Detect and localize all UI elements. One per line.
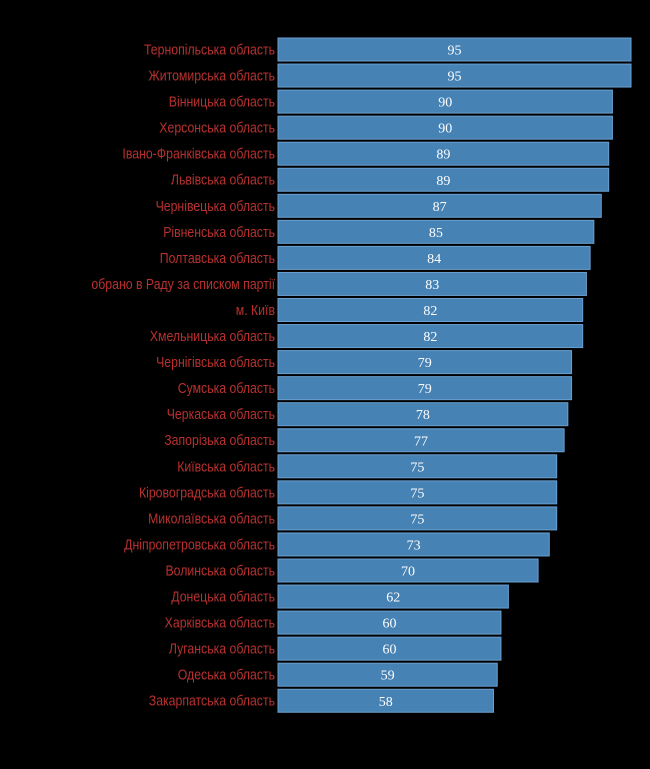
value-label: 89 <box>436 174 450 189</box>
category-label: Донецька область <box>171 588 275 604</box>
bar <box>277 532 550 557</box>
value-label: 60 <box>382 617 396 632</box>
category-label: Рівненська область <box>163 224 275 240</box>
category-label: обрано в Раду за списком партії <box>91 276 275 292</box>
bar <box>277 636 502 661</box>
bar <box>277 558 539 583</box>
value-label: 95 <box>448 70 462 85</box>
value-label: 73 <box>407 538 421 553</box>
category-label: Чернігівська область <box>156 354 275 370</box>
category-label: Чернівецька область <box>156 198 275 214</box>
bar <box>277 688 495 713</box>
bar <box>277 167 610 192</box>
category-label: Миколаївська область <box>148 510 275 526</box>
value-label: 58 <box>379 695 393 710</box>
category-label: Львівська область <box>171 172 275 188</box>
category-label: Івано-Франківська область <box>122 146 275 162</box>
category-label: Луганська область <box>169 641 275 657</box>
category-label: Хмельницька область <box>150 328 275 344</box>
bar <box>277 584 509 609</box>
bar <box>277 428 565 453</box>
bar <box>277 454 558 479</box>
value-label: 95 <box>448 44 462 59</box>
value-label: 82 <box>423 304 437 319</box>
bar <box>277 480 558 505</box>
value-label: 87 <box>433 200 447 215</box>
bar <box>277 141 610 166</box>
value-label: 77 <box>414 434 428 449</box>
bar <box>277 115 613 140</box>
value-label: 59 <box>381 669 395 684</box>
category-label: Закарпатська область <box>149 693 275 709</box>
bar <box>277 37 632 62</box>
category-label: Київська область <box>177 458 275 474</box>
bar <box>277 89 613 114</box>
value-label: 83 <box>425 278 439 293</box>
category-label: м. Київ <box>236 302 275 318</box>
bar <box>277 271 587 296</box>
category-label: Херсонська область <box>159 120 275 136</box>
category-label: Запорізька область <box>164 432 275 448</box>
bar <box>277 63 632 88</box>
category-label: Кіровоградська область <box>139 484 275 500</box>
bar <box>277 662 498 687</box>
category-label: Вінницька область <box>169 93 275 109</box>
category-label: Волинська область <box>165 562 275 578</box>
bar <box>277 298 584 322</box>
category-label: Тернопільська область <box>144 41 275 57</box>
category-label: Сумська область <box>178 380 275 396</box>
value-label: 78 <box>416 408 430 423</box>
value-label: 75 <box>410 460 424 475</box>
value-label: 90 <box>438 122 452 137</box>
category-label: Житомирська область <box>148 67 275 83</box>
value-label: 79 <box>418 382 432 397</box>
category-label: Дніпропетровська область <box>124 536 275 552</box>
bar <box>277 402 569 427</box>
category-label: Полтавська область <box>160 250 275 266</box>
bar <box>277 376 573 401</box>
value-label: 70 <box>401 565 415 580</box>
value-label: 75 <box>410 486 424 501</box>
bar <box>277 350 573 375</box>
value-label: 84 <box>427 252 441 267</box>
value-label: 62 <box>386 591 400 606</box>
value-label: 89 <box>436 148 450 163</box>
category-label: Харківська область <box>165 614 275 630</box>
bar <box>277 610 502 635</box>
category-label: Одеська область <box>178 667 275 683</box>
value-label: 79 <box>418 356 432 371</box>
value-label: 75 <box>410 512 424 527</box>
value-label: 90 <box>438 96 452 111</box>
value-label: 82 <box>423 330 437 345</box>
bar <box>277 324 584 349</box>
value-label: 60 <box>382 643 396 658</box>
bar <box>277 506 558 531</box>
bar <box>277 219 595 244</box>
bar <box>277 245 591 270</box>
bar <box>277 193 602 218</box>
category-label: Черкаська область <box>167 406 275 422</box>
value-label: 85 <box>429 226 443 241</box>
